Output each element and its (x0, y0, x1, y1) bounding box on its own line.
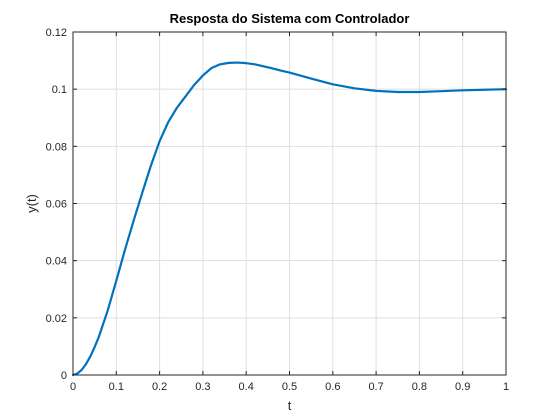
x-tick-label: 0.2 (152, 381, 167, 393)
x-tick-label: 0.1 (109, 381, 124, 393)
tick-labels: 0 0.1 0.2 0.3 0.4 0.5 0.6 0.7 0.8 0.9 1 0 0.02 0.04 0.… (46, 27, 509, 393)
y-axis-label: y(t) (24, 194, 39, 213)
y-tick-label: 0.12 (46, 27, 67, 39)
x-tick-label: 0.8 (412, 381, 427, 393)
x-tick-label: 0.7 (368, 381, 383, 393)
y-tick-label: 0.08 (46, 141, 67, 153)
x-tick-label: 0.3 (195, 381, 210, 393)
chart-title: Resposta do Sistema com Controlador (170, 11, 410, 26)
x-tick-label: 0.6 (325, 381, 340, 393)
y-tick-label: 0.1 (52, 84, 67, 96)
y-tick-label: 0.04 (46, 256, 67, 268)
x-tick-label: 1 (503, 381, 509, 393)
x-tick-label: 0 (70, 381, 76, 393)
ticks (72, 31, 507, 376)
series-group (71, 61, 508, 377)
y-tick-label: 0 (61, 370, 67, 382)
y-tick-label: 0.02 (46, 313, 67, 325)
x-axis-label: t (288, 398, 292, 413)
y-tick-label: 0.06 (46, 199, 67, 211)
x-tick-label: 0.5 (282, 381, 297, 393)
x-tick-label: 0.9 (455, 381, 470, 393)
x-tick-label: 0.4 (239, 381, 254, 393)
series-line-0 (71, 61, 508, 377)
